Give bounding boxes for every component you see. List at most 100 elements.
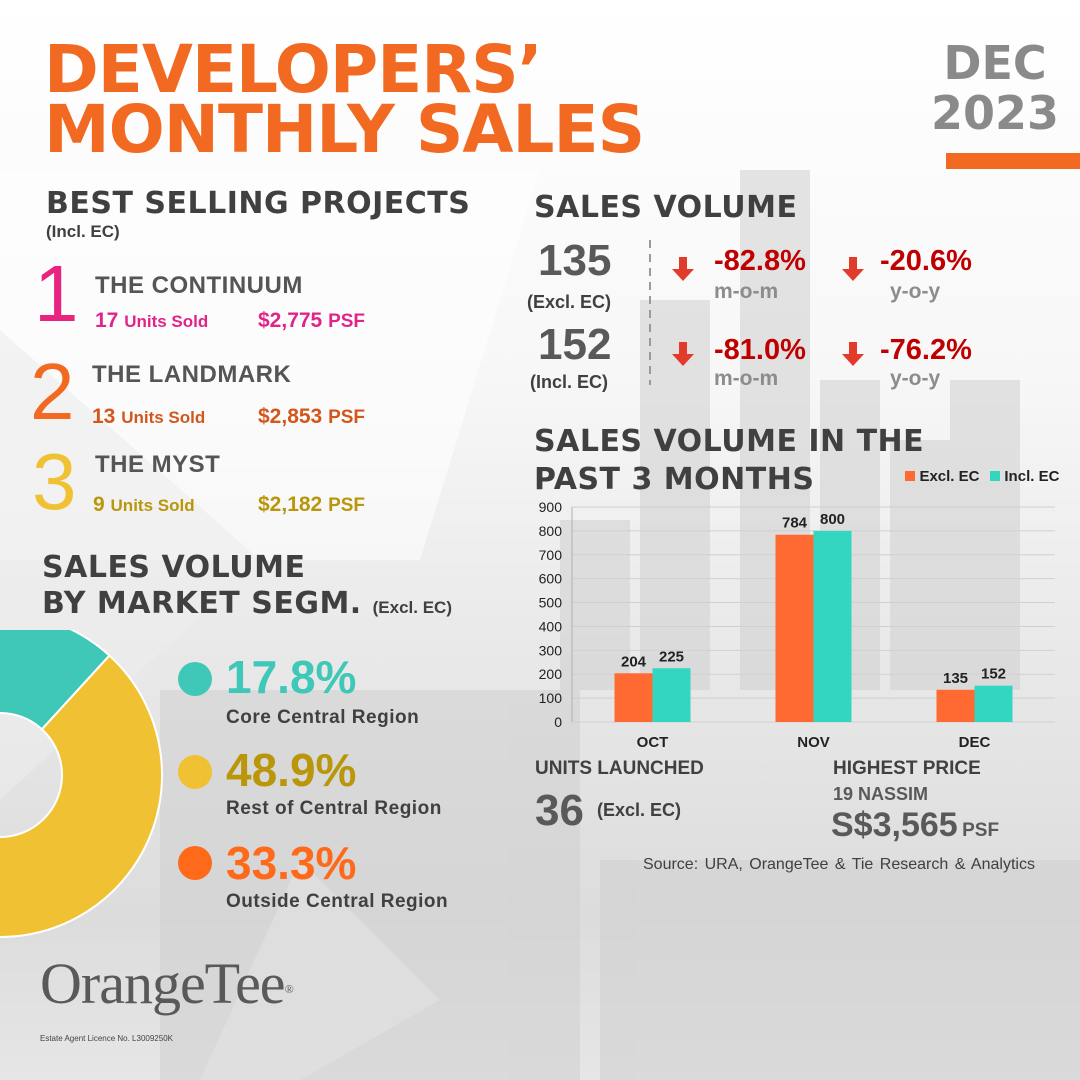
sales-volume-excl-value: 135: [538, 236, 612, 285]
segment-heading-note: (Excl. EC): [372, 598, 452, 617]
psf-label: PSF: [328, 495, 366, 516]
units-value: 13: [92, 405, 116, 428]
bar-value-label: 800: [820, 511, 845, 528]
chart-legend: Excl. EC Incl. EC: [905, 468, 1059, 486]
rank-number-2: 2: [30, 347, 75, 436]
date-accent-bar: [946, 153, 1080, 169]
y-tick-label: 100: [539, 690, 563, 706]
units-launched-note: (Excl. EC): [597, 800, 682, 820]
y-tick-label: 400: [539, 618, 563, 634]
project-name-3: THE MYST: [95, 451, 221, 478]
sales-volume-incl-value: 152: [538, 320, 612, 369]
highest-price-value: S$3,565: [831, 806, 958, 844]
x-category-label: DEC: [959, 734, 991, 751]
legend-swatch-incl: [989, 471, 1000, 481]
y-tick-label: 300: [539, 642, 563, 658]
down-arrow-icon: [842, 342, 864, 366]
excl-mom-change: -82.8%: [714, 245, 806, 277]
donut-slice-1: [0, 630, 111, 731]
bar-nov-incl: [813, 530, 852, 722]
rank-number-3: 3: [32, 437, 77, 526]
y-tick-label: 700: [539, 547, 563, 563]
segment-heading-line-2: BY MARKET SEGM. (Excl. EC): [42, 586, 452, 626]
bar-oct-incl: [652, 668, 691, 722]
past3-heading-line-1: SALES VOLUME IN THE: [534, 424, 925, 459]
project-name-1: THE CONTINUUM: [95, 272, 303, 299]
highest-price-value-group: S$3,565 PSF: [831, 806, 999, 845]
ocr-dot: [178, 846, 212, 880]
legend-label-excl: Excl. EC: [919, 468, 980, 485]
excl-mom-label: m-o-m: [714, 280, 779, 303]
bar-value-label: 784: [782, 515, 808, 532]
ccr-label: Core Central Region: [226, 707, 420, 728]
past3-heading: SALES VOLUME IN THE PAST 3 MONTHS: [534, 423, 924, 499]
segment-heading-line-1: SALES VOLUME: [42, 550, 306, 585]
ccr-percent: 17.8%: [226, 651, 357, 703]
rcr-label: Rest of Central Region: [226, 798, 442, 819]
psf-label: PSF: [328, 407, 366, 428]
y-tick-label: 0: [554, 714, 562, 730]
date-label: DEC 2023: [930, 38, 1060, 138]
bar-oct-excl: [614, 673, 653, 722]
incl-yoy-label: y-o-y: [890, 367, 941, 390]
registered-mark: ®: [284, 982, 294, 997]
units-label: Units Sold: [121, 408, 206, 427]
past3-bar-chart: 0 100 200 300 400 500 600 700 800 900 204 225 OCT 784…: [539, 499, 1055, 751]
ccr-dot: [178, 662, 212, 696]
segment-heading: SALES VOLUME BY MARKET SEGM. (Excl. EC): [42, 550, 452, 626]
bar-value-label: 135: [943, 670, 968, 687]
down-arrow-icon: [672, 257, 694, 281]
psf-value: $2,182: [258, 493, 323, 516]
best-selling-heading: BEST SELLING PROJECTS: [46, 186, 471, 221]
year-text: 2023: [930, 86, 1060, 140]
sales-volume-excl-label: (Excl. EC): [527, 292, 612, 312]
project-psf-1: $2,775 PSF: [258, 309, 365, 333]
excl-yoy-label: y-o-y: [890, 280, 941, 303]
psf-value: $2,775: [258, 309, 323, 332]
bar-dec-incl: [974, 685, 1013, 722]
bar-value-label: 152: [981, 666, 1006, 683]
sales-volume-incl-label: (Incl. EC): [530, 372, 609, 392]
down-arrow-icon: [842, 257, 864, 281]
legend-label-incl: Incl. EC: [1004, 468, 1060, 485]
y-tick-label: 900: [539, 499, 563, 515]
licence-text: Estate Agent Licence No. L3009250K: [40, 1034, 173, 1043]
segment-heading-text: BY MARKET SEGM.: [42, 586, 362, 621]
segment-donut-chart: [0, 630, 163, 938]
rcr-percent: 48.9%: [226, 744, 357, 796]
donut-slice-2: [0, 654, 163, 938]
units-launched-heading: UNITS LAUNCHED: [535, 758, 704, 779]
project-name-2: THE LANDMARK: [92, 361, 292, 388]
rank-number-1: 1: [34, 249, 79, 338]
psf-label: PSF: [328, 311, 366, 332]
incl-yoy-change: -76.2%: [880, 334, 972, 366]
units-label: Units Sold: [110, 496, 195, 515]
project-units-2: 13 Units Sold: [92, 405, 205, 429]
title-line-2: MONTHLY SALES: [44, 91, 645, 168]
highest-price-heading: HIGHEST PRICE: [833, 758, 981, 779]
project-units-1: 17 Units Sold: [95, 309, 208, 333]
bar-nov-excl: [775, 534, 814, 722]
rcr-dot: [178, 755, 212, 789]
logo-text: OrangeTee: [40, 951, 286, 1016]
x-category-label: OCT: [637, 734, 669, 751]
ocr-label: Outside Central Region: [226, 891, 449, 912]
units-launched-value: 36: [535, 786, 584, 835]
units-label: Units Sold: [124, 312, 209, 331]
source-note: Source: URA, OrangeTee & Tie Research & …: [643, 856, 1035, 873]
bar-value-label: 204: [621, 653, 647, 670]
y-tick-label: 200: [539, 666, 563, 682]
units-value: 9: [93, 493, 105, 516]
psf-value: $2,853: [258, 405, 323, 428]
past3-heading-line-2: PAST 3 MONTHS: [534, 462, 815, 497]
page-title: DEVELOPERS’ MONTHLY SALES: [44, 31, 645, 168]
units-value: 17: [95, 309, 119, 332]
y-tick-label: 500: [539, 595, 563, 611]
y-tick-label: 800: [539, 523, 563, 539]
ocr-percent: 33.3%: [226, 837, 357, 889]
project-psf-3: $2,182 PSF: [258, 493, 365, 517]
excl-yoy-change: -20.6%: [880, 245, 972, 277]
title-line-1: DEVELOPERS’: [44, 31, 543, 108]
bar-value-label: 225: [659, 648, 684, 665]
